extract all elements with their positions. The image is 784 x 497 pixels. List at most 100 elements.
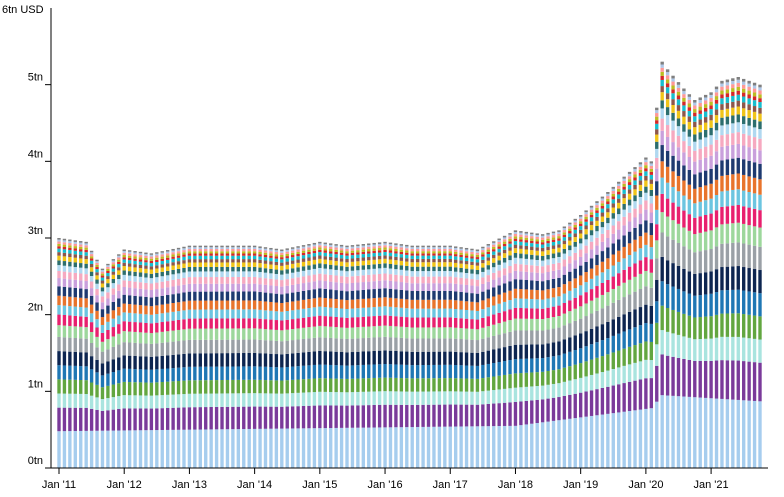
- bar-segment: [481, 271, 485, 278]
- bar-segment: [524, 249, 529, 255]
- bar-segment: [68, 365, 72, 380]
- bar-segment: [595, 415, 599, 468]
- bar-segment: [454, 251, 458, 255]
- bar-segment: [758, 87, 762, 91]
- bar-segment: [285, 264, 289, 270]
- bar-segment: [698, 273, 702, 296]
- bar-segment: [562, 274, 567, 285]
- bar-segment: [589, 374, 594, 391]
- bar-segment: [747, 110, 751, 118]
- bar-segment: [187, 247, 192, 250]
- bar-segment: [513, 359, 518, 374]
- bar-segment: [475, 252, 480, 255]
- bar-segment: [703, 157, 708, 171]
- bar-segment: [155, 430, 159, 468]
- bar-stack: [204, 245, 208, 468]
- bar-segment: [220, 266, 224, 272]
- bar-segment: [540, 255, 545, 261]
- bar-segment: [122, 257, 126, 260]
- bar-segment: [682, 116, 686, 125]
- bar-segment: [415, 271, 420, 277]
- bar-segment: [437, 378, 442, 392]
- bar-segment: [339, 270, 344, 277]
- bar-segment: [383, 306, 387, 316]
- bar-segment: [106, 263, 110, 266]
- bar-segment: [73, 254, 77, 258]
- bar-segment: [149, 260, 154, 264]
- bar-segment: [274, 302, 279, 312]
- bar-segment: [747, 400, 751, 468]
- bar-stack: [117, 254, 121, 468]
- bar-segment: [725, 79, 730, 83]
- bar-stack: [557, 230, 561, 468]
- bar-segment: [100, 280, 105, 284]
- bar-segment: [269, 278, 273, 286]
- bar-segment: [301, 428, 306, 468]
- bar-segment: [703, 185, 708, 201]
- bar-segment: [187, 429, 192, 468]
- bar-segment: [687, 337, 692, 360]
- bar-segment: [752, 85, 757, 89]
- bar-segment: [372, 244, 376, 247]
- bar-segment: [562, 353, 567, 368]
- bar-segment: [524, 258, 529, 265]
- bar-segment: [595, 245, 599, 255]
- bar-segment: [502, 249, 507, 254]
- bar-segment: [95, 372, 99, 385]
- bar-segment: [68, 279, 72, 288]
- bar-segment: [644, 270, 648, 287]
- bar-segment: [62, 407, 67, 432]
- bar-segment: [660, 108, 664, 119]
- bar-segment: [307, 245, 311, 248]
- bar-segment: [345, 283, 349, 292]
- bar-segment: [372, 264, 376, 269]
- bar-segment: [57, 351, 61, 366]
- bar-segment: [540, 290, 545, 300]
- bar-segment: [242, 266, 246, 272]
- bar-segment: [464, 352, 469, 366]
- bar-segment: [372, 377, 376, 392]
- bar-segment: [231, 429, 235, 468]
- bar-segment: [540, 281, 545, 291]
- bar-segment: [540, 251, 545, 256]
- bar-segment: [57, 260, 61, 266]
- bar-segment: [312, 242, 317, 245]
- bar-segment: [252, 283, 257, 292]
- bar-segment: [606, 237, 610, 248]
- bar-segment: [443, 266, 447, 272]
- bar-stack: [367, 243, 371, 468]
- bar-segment: [252, 271, 257, 277]
- bar-segment: [318, 405, 322, 429]
- bar-segment: [372, 268, 376, 275]
- bar-segment: [703, 231, 708, 251]
- bar-stack: [508, 233, 512, 468]
- bar-segment: [318, 378, 322, 392]
- bar-segment: [383, 245, 387, 248]
- bar-segment: [247, 291, 251, 301]
- bar-segment: [606, 338, 610, 355]
- bar-segment: [62, 315, 67, 326]
- bar-segment: [62, 325, 67, 338]
- bar-segment: [432, 245, 436, 248]
- bar-segment: [383, 243, 387, 246]
- bar-segment: [290, 255, 295, 258]
- bar-segment: [329, 264, 333, 270]
- bar-segment: [350, 245, 355, 247]
- bar-segment: [649, 168, 654, 172]
- bar-segment: [138, 313, 143, 323]
- bar-segment: [421, 365, 425, 379]
- bar-segment: [231, 406, 235, 430]
- bar-segment: [508, 241, 512, 244]
- bar-segment: [633, 362, 637, 381]
- bar-segment: [720, 313, 724, 337]
- bar-segment: [481, 246, 485, 249]
- bar-segment: [127, 271, 132, 276]
- bar-segment: [236, 429, 241, 468]
- bar-segment: [155, 253, 159, 256]
- bar-segment: [589, 268, 594, 279]
- bar-segment: [247, 393, 251, 407]
- bar-segment: [89, 369, 94, 383]
- bar-segment: [742, 88, 746, 93]
- bar-segment: [557, 247, 561, 253]
- bar-segment: [122, 331, 126, 343]
